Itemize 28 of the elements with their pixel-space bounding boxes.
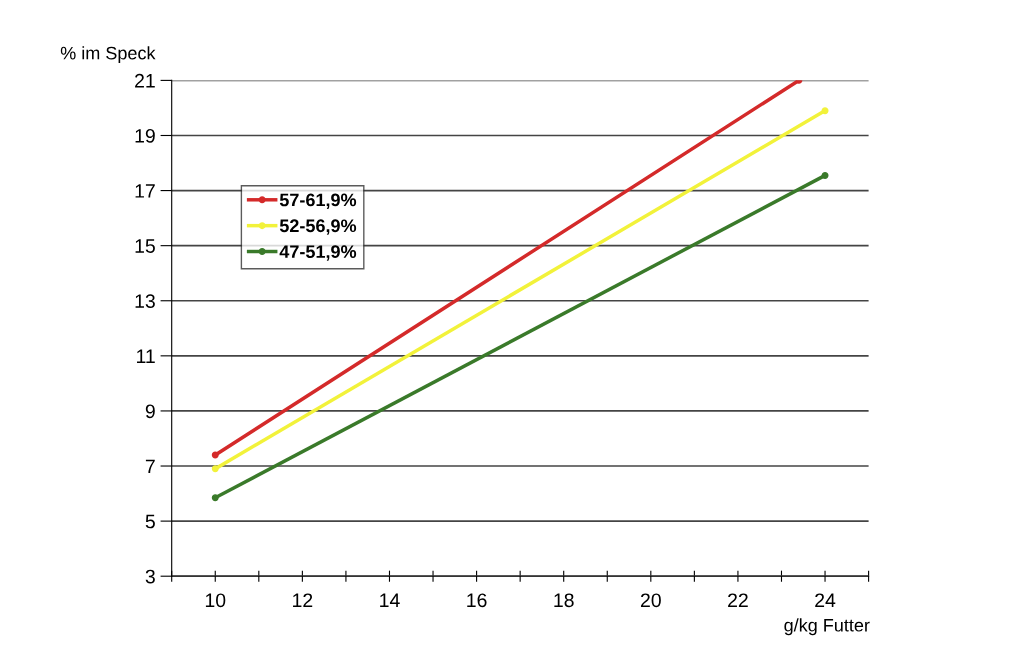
point [211, 465, 219, 473]
x-tick-label: 16 [467, 593, 487, 608]
y-tick-label: 15 [135, 239, 155, 253]
y-tick-label: 9 [145, 404, 155, 419]
y-tick-label: 7 [145, 459, 155, 474]
x-axis-title: g/kg Futter [784, 618, 870, 636]
point [211, 494, 219, 502]
legend-label: 47-51,9% [279, 245, 357, 261]
x-tick-label: 20 [640, 593, 661, 608]
y-tick-label: 13 [135, 294, 155, 308]
point [821, 171, 829, 179]
y-axis-title: % im Speck [60, 46, 156, 64]
y-tick-label: 11 [137, 349, 155, 363]
y-tick-label: 5 [145, 514, 155, 529]
x-tick-label: 10 [205, 593, 226, 608]
y-tick-label: 21 [135, 73, 155, 88]
point [821, 107, 829, 115]
point [211, 451, 219, 459]
x-tick-label: 12 [293, 593, 313, 607]
y-tick-label: 17 [135, 184, 155, 198]
x-tick-label: 22 [728, 593, 748, 607]
x-tick-label: 14 [380, 593, 400, 607]
x-tick-label: 24 [815, 593, 836, 607]
legend-label: 57-61,9% [279, 193, 357, 209]
y-tick-label: 3 [145, 569, 155, 584]
x-tick-label: 18 [554, 593, 574, 608]
legend-label: 52-56,9% [279, 219, 357, 235]
y-tick-label: 19 [135, 128, 155, 143]
